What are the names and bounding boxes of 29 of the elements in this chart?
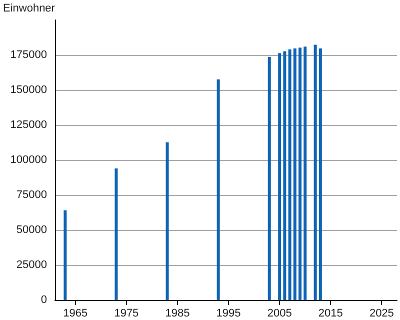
- y-tick-label: 0: [40, 294, 47, 306]
- bar: [293, 48, 296, 300]
- bar: [288, 49, 292, 300]
- bar: [278, 53, 282, 300]
- x-tick-label: 1975: [114, 308, 139, 320]
- bar: [283, 51, 286, 300]
- x-tick-label: 2005: [267, 308, 292, 320]
- y-tick-label: 175000: [10, 49, 47, 61]
- bar: [314, 44, 317, 300]
- y-tick-label: 75000: [16, 189, 47, 201]
- bar: [304, 46, 307, 300]
- y-axis-title: Einwohner: [2, 2, 56, 14]
- bar: [318, 48, 322, 300]
- y-tick-label: 150000: [10, 84, 47, 96]
- x-tick-label: 1985: [165, 308, 190, 320]
- x-tick-label: 1965: [63, 308, 88, 320]
- x-tick-label: 2025: [369, 308, 394, 320]
- bar: [166, 142, 169, 300]
- y-tick-label: 125000: [10, 119, 47, 131]
- bar: [298, 48, 302, 300]
- y-tick-label: 50000: [16, 224, 47, 236]
- x-tick-label: 1995: [216, 308, 241, 320]
- bar: [114, 168, 118, 300]
- bar: [64, 210, 67, 300]
- y-tick-label: 100000: [10, 154, 47, 166]
- y-tick-label: 25000: [16, 259, 47, 271]
- bar: [268, 56, 271, 300]
- x-tick-label: 2015: [318, 308, 343, 320]
- bar: [216, 79, 220, 300]
